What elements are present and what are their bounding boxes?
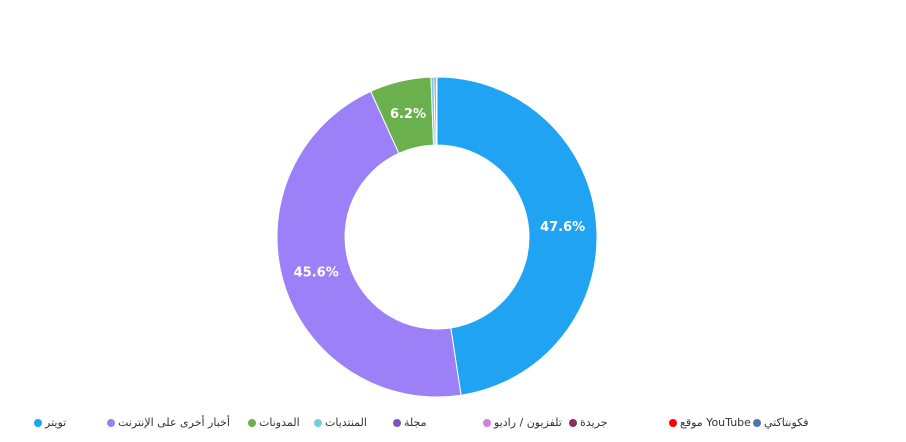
legend-marker (34, 419, 42, 427)
slice (435, 76, 438, 146)
legend-marker (393, 419, 401, 427)
legend-label: المنتديات (325, 416, 367, 429)
legend-marker (248, 419, 256, 427)
legend-marker (314, 419, 322, 427)
legend-label: تويتر (44, 416, 66, 429)
slice (436, 76, 598, 396)
value-label: 6.2% (390, 107, 426, 122)
legend-label: أخبار أخرى على الإنترنت (118, 415, 230, 429)
legend-marker (569, 419, 577, 427)
legend-label: تلفزيون / راديو (493, 416, 562, 429)
legend-label: جريدة (580, 416, 607, 429)
legend-label: المدونات (259, 416, 300, 429)
value-label: 47.6% (540, 220, 585, 235)
legend-label: فكونتاكتي (764, 416, 808, 429)
slice (276, 90, 462, 398)
legend-label: مجلة (404, 416, 427, 429)
value-label: 45.6% (294, 265, 339, 280)
legend-marker (483, 419, 491, 427)
legend-label: موقع YouTube (680, 416, 751, 429)
legend-marker (107, 419, 115, 427)
legend-marker (753, 419, 761, 427)
legend-marker (669, 419, 677, 427)
